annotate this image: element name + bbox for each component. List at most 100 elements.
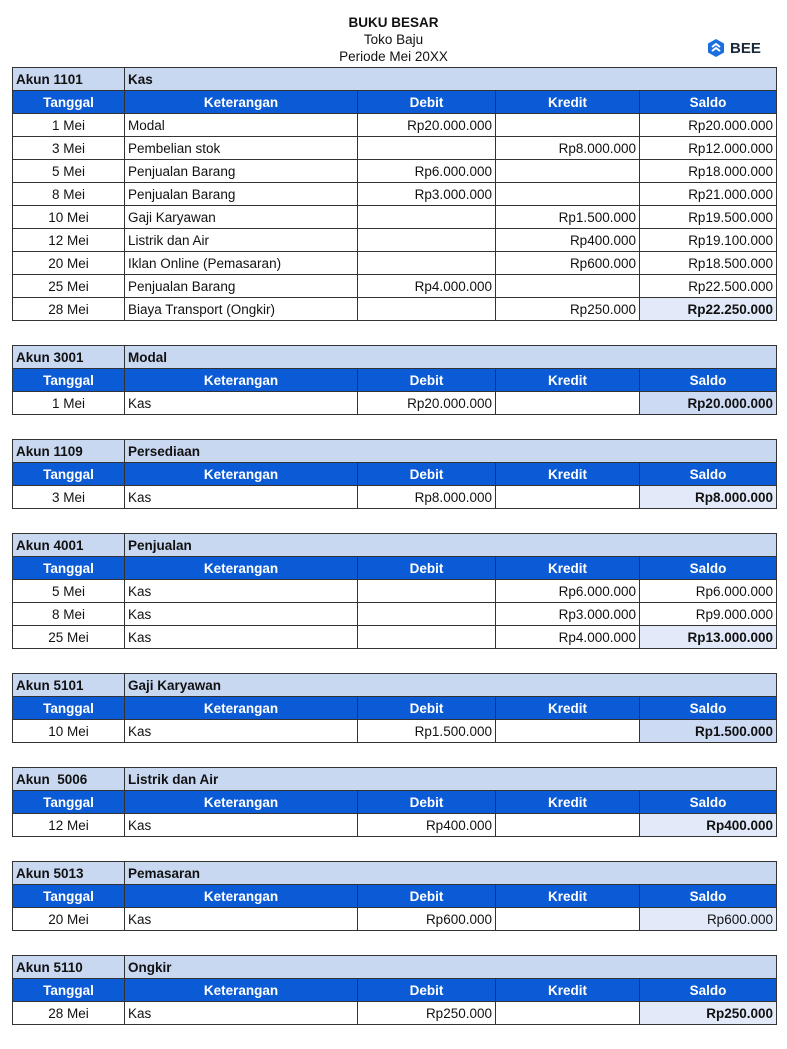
table-row: 10 Mei Kas Rp1.500.000 Rp1.500.000 [12, 719, 778, 743]
account-name: Kas [123, 67, 778, 91]
table-row: 25 Mei Kas Rp4.000.000 Rp13.000.000 [12, 625, 778, 649]
column-header-row: Tanggal Keterangan Debit Kredit Saldo [12, 90, 778, 114]
description-cell: Kas [124, 1001, 358, 1025]
column-header-tanggal: Tanggal [12, 884, 125, 908]
table-row: 8 Mei Kas Rp3.000.000 Rp9.000.000 [12, 602, 778, 626]
column-header-tanggal: Tanggal [12, 790, 125, 814]
description-cell: Biaya Transport (Ongkir) [124, 297, 358, 321]
ledger-account-table: Akun 1101 Kas Tanggal Keterangan Debit Kredit… [12, 67, 778, 321]
bee-logo-icon [708, 39, 724, 57]
column-header-keterangan: Keterangan [124, 462, 358, 486]
account-name: Modal [124, 345, 777, 369]
debit-cell [357, 205, 496, 229]
credit-cell [495, 485, 640, 509]
debit-cell: Rp20.000.000 [357, 391, 496, 415]
table-row: 5 Mei Penjualan Barang Rp6.000.000 Rp18.000… [12, 159, 778, 183]
debit-cell: Rp4.000.000 [357, 274, 496, 298]
date-cell: 8 Mei [12, 182, 125, 206]
account-row: Akun 5110 Ongkir [12, 955, 778, 979]
debit-cell [357, 579, 496, 603]
column-header-tanggal: Tanggal [12, 90, 125, 114]
debit-cell: Rp1.500.000 [357, 719, 496, 743]
credit-cell [495, 813, 640, 837]
debit-cell: Rp400.000 [357, 813, 496, 837]
description-cell: Kas [124, 907, 358, 931]
date-cell: 3 Mei [12, 136, 125, 160]
report-title: BUKU BESAR [348, 15, 439, 30]
account-code: Akun 5101 [12, 673, 125, 697]
column-header-row: Tanggal Keterangan Debit Kredit Saldo [12, 978, 778, 1002]
ledger-account-table: Akun 1109 Persediaan Tanggal Keterangan Debi… [12, 439, 778, 509]
account-code: Akun 5110 [12, 955, 125, 979]
account-name: Gaji Karyawan [123, 673, 778, 697]
credit-cell: Rp250.000 [495, 297, 640, 321]
saldo-cell: Rp20.000.000 [639, 391, 777, 415]
description-cell: Modal [124, 113, 358, 137]
saldo-cell: Rp400.000 [638, 813, 778, 837]
saldo-cell: Rp19.100.000 [638, 228, 778, 252]
date-cell: 28 Mei [12, 1001, 125, 1025]
description-cell: Kas [124, 602, 358, 626]
description-cell: Penjualan Barang [124, 159, 358, 183]
ledger-account-table: Akun 5013 Pemasaran Tanggal Keterangan Debit… [12, 861, 777, 931]
credit-cell: Rp4.000.000 [495, 625, 640, 649]
column-header-row: Tanggal Keterangan Debit Kredit Saldo [12, 696, 778, 720]
table-row: 10 Mei Gaji Karyawan Rp1.500.000 Rp19.500.0… [12, 205, 778, 229]
column-header-kredit: Kredit [495, 884, 640, 908]
date-cell: 20 Mei [12, 251, 125, 275]
column-header-kredit: Kredit [495, 790, 640, 814]
date-cell: 5 Mei [12, 159, 125, 183]
account-name: Listrik dan Air [123, 767, 778, 791]
description-cell: Kas [124, 719, 358, 743]
column-header-tanggal: Tanggal [12, 696, 125, 720]
column-header-row: Tanggal Keterangan Debit Kredit Saldo [12, 368, 777, 392]
date-cell: 5 Mei [12, 579, 125, 603]
table-row: 1 Mei Modal Rp20.000.000 Rp20.000.000 [12, 113, 778, 137]
saldo-cell: Rp18.000.000 [638, 159, 778, 183]
ledger-account-table: Akun 3001 Modal Tanggal Keterangan Debit Kred… [12, 345, 777, 415]
column-header-keterangan: Keterangan [124, 90, 358, 114]
column-header-debit: Debit [357, 462, 496, 486]
saldo-cell: Rp8.000.000 [638, 485, 778, 509]
bee-logo: BEE [706, 38, 761, 58]
credit-cell: Rp400.000 [495, 228, 640, 252]
debit-cell [357, 228, 496, 252]
credit-cell [495, 113, 640, 137]
saldo-cell: Rp22.500.000 [638, 274, 778, 298]
account-name: Ongkir [123, 955, 778, 979]
date-cell: 20 Mei [12, 907, 125, 931]
column-header-row: Tanggal Keterangan Debit Kredit Saldo [12, 884, 777, 908]
column-header-tanggal: Tanggal [12, 978, 125, 1002]
description-cell: Iklan Online (Pemasaran) [124, 251, 358, 275]
date-cell: 28 Mei [12, 297, 125, 321]
table-row: 5 Mei Kas Rp6.000.000 Rp6.000.000 [12, 579, 778, 603]
credit-cell [495, 1001, 640, 1025]
credit-cell: Rp600.000 [495, 251, 640, 275]
column-header-row: Tanggal Keterangan Debit Kredit Saldo [12, 462, 778, 486]
saldo-cell: Rp1.500.000 [638, 719, 778, 743]
debit-cell [357, 251, 496, 275]
table-row: 12 Mei Listrik dan Air Rp400.000 Rp19.100.0… [12, 228, 778, 252]
column-header-saldo: Saldo [638, 696, 778, 720]
credit-cell [495, 182, 640, 206]
description-cell: Listrik dan Air [124, 228, 358, 252]
description-cell: Penjualan Barang [124, 274, 358, 298]
account-name: Penjualan [123, 533, 778, 557]
table-row: 25 Mei Penjualan Barang Rp4.000.000 Rp22.50… [12, 274, 778, 298]
credit-cell: Rp3.000.000 [495, 602, 640, 626]
column-header-keterangan: Keterangan [124, 696, 358, 720]
saldo-cell: Rp13.000.000 [638, 625, 778, 649]
column-header-debit: Debit [357, 790, 496, 814]
ledger-account-table: Akun 5101 Gaji Karyawan Tanggal Keterangan D… [12, 673, 778, 743]
saldo-cell: Rp12.000.000 [638, 136, 778, 160]
date-cell: 1 Mei [12, 113, 125, 137]
column-header-saldo: Saldo [638, 462, 778, 486]
column-header-kredit: Kredit [495, 978, 640, 1002]
credit-cell [495, 719, 640, 743]
description-cell: Kas [124, 625, 358, 649]
account-row: Akun 5006 Listrik dan Air [12, 767, 778, 791]
debit-cell: Rp20.000.000 [357, 113, 496, 137]
logo-text: BEE [730, 39, 761, 57]
table-row: 28 Mei Kas Rp250.000 Rp250.000 [12, 1001, 778, 1025]
account-code: Akun 5013 [12, 861, 125, 885]
